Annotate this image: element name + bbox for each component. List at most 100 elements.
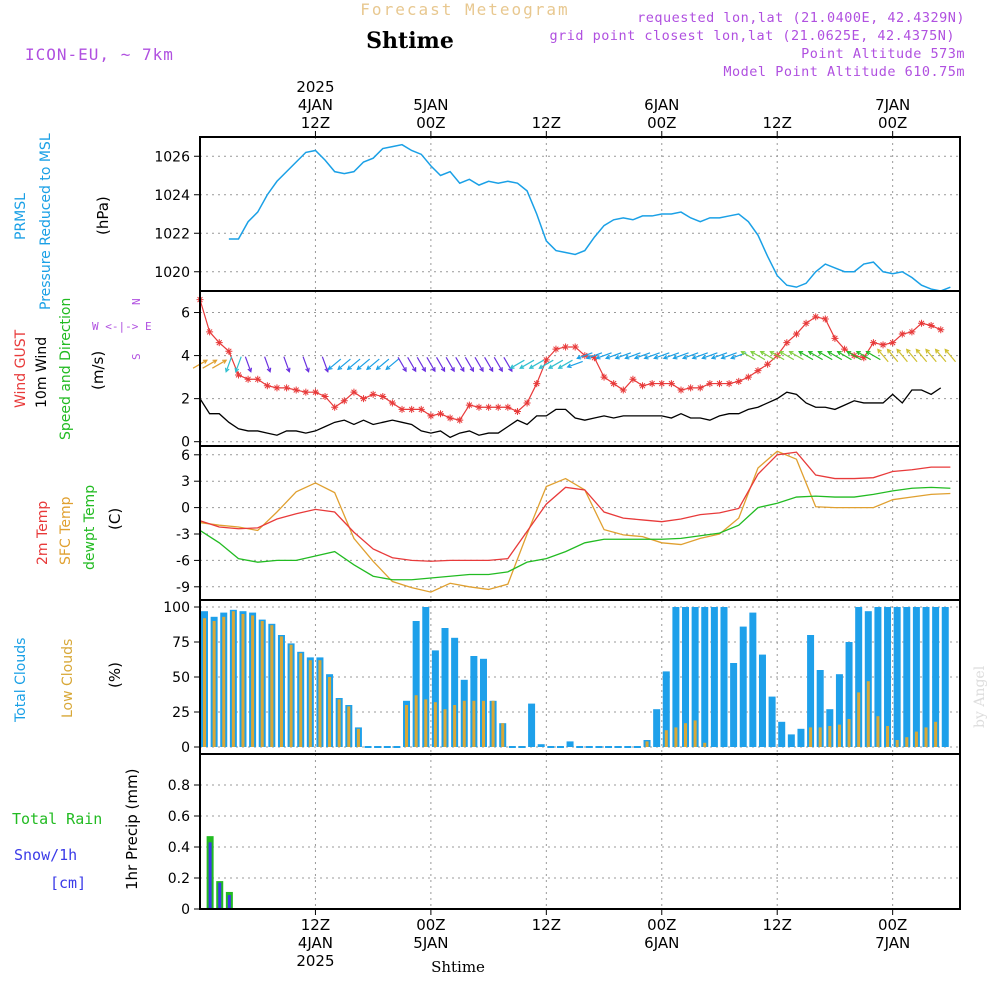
precip-ytick-label: 0.8 bbox=[168, 778, 190, 794]
wind-dir-arrow bbox=[235, 356, 242, 372]
total-cloud-bar bbox=[797, 728, 805, 747]
wind-dir-arrow bbox=[663, 352, 680, 359]
wind-gust-point bbox=[504, 403, 512, 411]
wind-dir-arrow-head bbox=[266, 367, 272, 373]
pressure-frame bbox=[199, 136, 961, 292]
wind-gust-point bbox=[302, 388, 310, 396]
wind-dir-arrow-head bbox=[285, 367, 291, 373]
wind-dir-arrow-head bbox=[788, 350, 794, 356]
temp-unit-label: (C) bbox=[106, 508, 124, 530]
wind-dir-arrow-head bbox=[566, 363, 572, 369]
wind-dir-arrow-head bbox=[944, 348, 950, 354]
wind-dir-arrow-head bbox=[595, 354, 601, 360]
wind-gust-point bbox=[715, 380, 723, 388]
low-cloud-bar bbox=[857, 692, 861, 747]
bottom-time-label: 00Z bbox=[878, 916, 907, 934]
wind-dir-arrow bbox=[702, 352, 718, 359]
wind-dir-arrow-head bbox=[234, 367, 240, 373]
total-cloud-bar bbox=[749, 612, 757, 747]
total-cloud-bar bbox=[816, 670, 824, 747]
top-time-label: 00Z bbox=[878, 114, 907, 132]
total-cloud-bar bbox=[710, 607, 718, 747]
low-clouds-label: Low Clouds bbox=[60, 639, 76, 718]
wind-gust-line bbox=[199, 299, 942, 421]
total-cloud-bar bbox=[528, 703, 536, 747]
total-cloud-bar bbox=[941, 607, 949, 747]
wind-gust-point bbox=[225, 347, 233, 355]
wind-dir-arrow bbox=[760, 351, 775, 361]
low-cloud-bar bbox=[433, 702, 437, 747]
wind-dir-arrow bbox=[212, 359, 227, 369]
low-cloud-bar bbox=[703, 742, 707, 747]
wind-dir-arrow bbox=[750, 351, 766, 361]
wind-speed-line bbox=[199, 387, 942, 439]
wind-dir-arrow-head bbox=[740, 350, 746, 356]
wind-dir-arrow bbox=[577, 352, 593, 359]
low-cloud-bar bbox=[934, 721, 938, 747]
top-time-label: 00Z bbox=[416, 114, 445, 132]
bottom-time-label: 00Z bbox=[416, 916, 445, 934]
wind-gust-point bbox=[937, 326, 945, 334]
total-cloud-bar bbox=[835, 674, 843, 747]
wind-gust-point bbox=[350, 388, 358, 396]
precip-labels: Total Rain Snow/1h [cm] 1hr Precip (mm) bbox=[12, 769, 141, 892]
low-cloud-bar bbox=[289, 644, 293, 747]
wind-gust-point bbox=[408, 405, 416, 413]
wind-dir-arrow-head bbox=[224, 367, 230, 373]
wind-dir-arrow bbox=[827, 351, 843, 361]
low-cloud-bar bbox=[876, 716, 880, 747]
wind-dir-arrow bbox=[397, 356, 407, 372]
wind-dir-arrow-head bbox=[305, 367, 310, 373]
compass-n: N bbox=[130, 298, 143, 305]
low-cloud-bar bbox=[222, 616, 226, 747]
low-cloud-bar bbox=[895, 740, 899, 747]
wind-dir-arrow-head bbox=[509, 364, 515, 369]
bottom-time-label: 12Z bbox=[763, 916, 792, 934]
wind-frame bbox=[199, 290, 961, 447]
wind-gust-point bbox=[533, 380, 541, 388]
temp-panel: 6 3 0 -3 -6 -9 bbox=[176, 446, 960, 600]
wind-dir-arrow-head bbox=[337, 365, 343, 371]
wind-dir-arrow bbox=[846, 351, 862, 361]
wind-dir-arrow bbox=[264, 356, 271, 372]
low-cloud-bar bbox=[501, 723, 505, 747]
low-cloud-bar bbox=[645, 741, 649, 747]
wind-dir-arrow-head bbox=[934, 348, 940, 354]
wind-dir-arrow bbox=[673, 352, 689, 359]
low-cloud-bar bbox=[270, 625, 274, 747]
total-cloud-bar bbox=[922, 607, 930, 747]
temp2m-label: 2m Temp bbox=[35, 501, 51, 565]
wind-dir-arrow bbox=[731, 352, 747, 359]
wind-dir-arrow-head bbox=[633, 354, 640, 360]
wind-dir-arrow bbox=[818, 351, 833, 361]
total-cloud-bar bbox=[422, 607, 430, 747]
low-cloud-bar bbox=[260, 621, 264, 747]
total-cloud-bar bbox=[701, 607, 709, 747]
wind-gust-point bbox=[273, 384, 281, 392]
wind-dir-label: Speed and Direction bbox=[58, 298, 74, 440]
wind-dir-arrow bbox=[416, 356, 426, 372]
wind-gust-point bbox=[590, 354, 598, 362]
low-cloud-bar bbox=[828, 726, 832, 747]
wind-gust-point bbox=[446, 414, 454, 422]
wind-gust-point bbox=[311, 388, 319, 396]
low-cloud-bar bbox=[914, 731, 918, 747]
total-rain-label: Total Rain bbox=[12, 810, 102, 828]
wind-dir-arrow-head bbox=[212, 359, 218, 364]
wind-dir-arrow bbox=[944, 349, 956, 363]
wind-dir-arrow-head bbox=[855, 350, 861, 356]
pressure-line bbox=[228, 143, 951, 292]
wind-dir-arrow-head bbox=[624, 354, 630, 360]
wind-dir-arrow bbox=[721, 352, 737, 359]
total-cloud-bar bbox=[903, 607, 911, 747]
wind-gust-point bbox=[696, 384, 704, 392]
wind-dir-arrow bbox=[503, 356, 513, 372]
wind-gust-point bbox=[475, 403, 483, 411]
wind-dir-arrow-head bbox=[411, 367, 417, 373]
wind-dir-arrow bbox=[906, 349, 918, 363]
wind-gust-point bbox=[340, 397, 348, 405]
top-time-label: 7JAN bbox=[875, 96, 910, 114]
pressure-ytick-label: 1020 bbox=[154, 265, 190, 281]
cloud-labels: Total Clouds Low Clouds (%) bbox=[13, 638, 124, 723]
wind-gust-point bbox=[542, 356, 550, 364]
